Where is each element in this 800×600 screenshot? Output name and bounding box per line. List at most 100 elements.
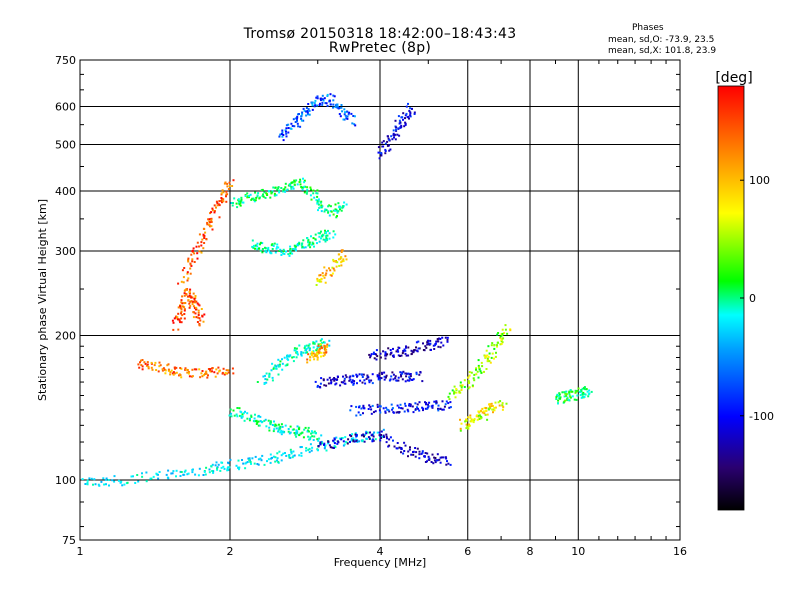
phase-point: [488, 405, 491, 408]
phase-point: [396, 404, 399, 407]
phase-point: [307, 353, 310, 356]
phase-point: [289, 249, 292, 252]
phase-point: [318, 437, 321, 440]
phase-point: [176, 316, 179, 319]
phase-point: [404, 402, 406, 405]
phase-point: [354, 438, 357, 441]
y-tick-label: 500: [55, 139, 76, 152]
phase-point: [290, 185, 293, 188]
phase-point: [248, 459, 251, 461]
phase-point: [312, 346, 315, 349]
phase-point: [408, 376, 411, 379]
phase-point: [349, 378, 352, 381]
phase-point: [262, 195, 265, 198]
phase-point: [367, 436, 370, 439]
phase-point: [441, 400, 444, 403]
phase-point: [587, 395, 590, 398]
phase-point: [430, 348, 432, 351]
phase-point: [316, 358, 319, 361]
phase-point: [202, 247, 205, 250]
phase-point: [167, 469, 170, 472]
phase-point: [226, 469, 229, 472]
phase-point: [302, 119, 305, 122]
phase-point: [251, 457, 254, 460]
phase-point: [319, 343, 322, 346]
phase-point: [312, 350, 315, 353]
phase-point: [180, 471, 183, 473]
phase-point: [259, 243, 261, 246]
phase-point: [179, 470, 182, 473]
phase-point: [300, 432, 303, 435]
phase-point: [426, 452, 429, 455]
phase-point: [325, 348, 328, 351]
phase-point: [397, 354, 400, 357]
phase-point: [398, 406, 400, 409]
phase-point: [392, 354, 394, 357]
phase-point: [209, 368, 212, 371]
phase-point: [174, 366, 176, 369]
phase-point: [483, 370, 485, 373]
phase-point: [563, 395, 566, 398]
phase-point: [214, 464, 217, 467]
phase-point: [486, 357, 489, 360]
phase-point: [316, 242, 318, 245]
phase-point: [447, 395, 450, 398]
phase-point: [479, 415, 482, 418]
phase-point: [236, 415, 239, 418]
phase-point: [267, 249, 270, 252]
phase-point: [363, 435, 365, 438]
phase-point: [340, 438, 343, 441]
phase-point: [281, 129, 284, 132]
phase-point: [271, 376, 274, 379]
phase-point: [494, 355, 497, 358]
phase-point: [309, 186, 312, 189]
phase-point: [301, 431, 304, 434]
phase-point: [376, 403, 379, 406]
phase-point: [311, 431, 314, 434]
phase-point: [305, 447, 308, 450]
phase-point: [321, 103, 324, 106]
phase-point: [385, 433, 388, 436]
phase-point: [405, 346, 407, 349]
phase-point: [371, 373, 374, 376]
phase-point: [330, 210, 333, 213]
phase-point: [353, 115, 356, 118]
phase-point: [467, 376, 470, 379]
phase-point: [388, 138, 391, 141]
phase-point: [500, 339, 503, 342]
phase-point: [295, 431, 298, 434]
phase-point: [390, 403, 393, 406]
phase-point: [320, 280, 323, 283]
phase-point: [159, 364, 162, 367]
phase-point: [481, 407, 484, 410]
phase-point: [312, 242, 315, 245]
phase-point: [341, 206, 344, 209]
phase-point: [282, 190, 285, 193]
phase-point: [365, 432, 368, 435]
phase-point: [315, 349, 318, 352]
phase-point: [557, 399, 560, 402]
phase-point: [361, 381, 364, 384]
phase-point: [170, 472, 173, 475]
phase-point: [321, 442, 324, 445]
phase-point: [445, 400, 448, 403]
phase-point: [310, 432, 313, 435]
phase-point: [222, 191, 225, 194]
phase-point: [175, 469, 178, 472]
phase-point: [343, 201, 346, 204]
phase-point: [319, 347, 322, 350]
phase-point: [424, 345, 427, 348]
phase-point: [272, 455, 275, 458]
phase-point: [264, 378, 267, 381]
phase-point: [328, 99, 331, 102]
phase-point: [402, 118, 404, 121]
phase-point: [424, 407, 427, 410]
phase-point: [186, 271, 189, 274]
phase-point: [247, 457, 250, 460]
phase-point: [316, 348, 319, 350]
phase-point: [336, 442, 339, 445]
phase-point: [483, 406, 486, 409]
phase-point: [385, 376, 387, 379]
phase-point: [278, 250, 281, 252]
phase-point: [97, 483, 100, 486]
